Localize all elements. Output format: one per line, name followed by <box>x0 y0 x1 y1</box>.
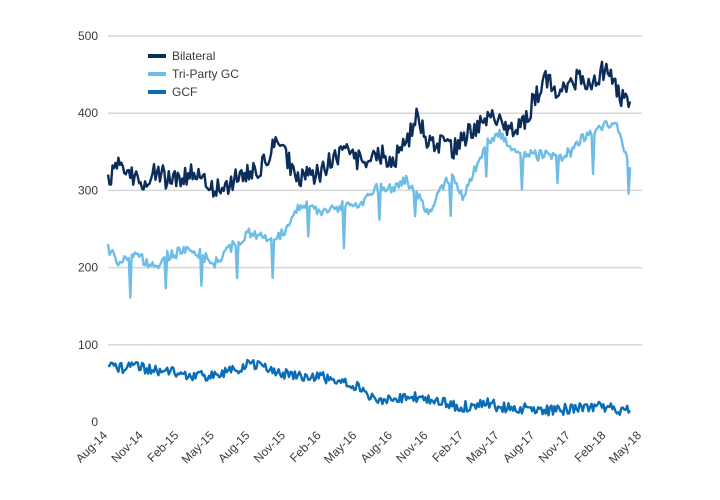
x-tick-label: Feb-16 <box>287 428 324 465</box>
legend-label: Tri-Party GC <box>172 67 239 81</box>
y-tick-label: 300 <box>78 183 98 197</box>
x-tick-label: Feb-18 <box>572 428 609 465</box>
series-line-bilateral <box>106 60 632 198</box>
x-tick-label: Aug-15 <box>215 428 252 465</box>
series-line-tri-party-gc <box>106 120 632 299</box>
y-tick-label: 100 <box>78 338 98 352</box>
y-axis-tick-labels: 0 100 200 300 400 500 <box>78 29 98 429</box>
y-tick-label: 400 <box>78 106 98 120</box>
x-tick-label: May-16 <box>321 428 359 466</box>
x-tick-label: Nov-16 <box>393 428 430 465</box>
x-tick-label: May-18 <box>606 428 644 466</box>
x-tick-label: Nov-14 <box>108 428 145 465</box>
x-axis-tick-labels: Aug-14Nov-14Feb-15May-15Aug-15Nov-15Feb-… <box>73 428 644 466</box>
legend-label: GCF <box>172 85 197 99</box>
x-tick-label: Feb-15 <box>145 428 182 465</box>
y-tick-label: 200 <box>78 261 98 275</box>
x-tick-label: Nov-17 <box>536 428 573 465</box>
legend-label: Bilateral <box>172 49 215 63</box>
series-lines <box>106 60 632 417</box>
x-tick-label: Aug-14 <box>73 428 110 465</box>
x-tick-label: Feb-17 <box>429 428 466 465</box>
x-tick-label: May-17 <box>464 428 502 466</box>
y-tick-label: 500 <box>78 29 98 43</box>
x-tick-label: Aug-17 <box>500 428 537 465</box>
x-tick-label: May-15 <box>179 428 217 466</box>
legend: Bilateral Tri-Party GC GCF <box>148 49 239 99</box>
x-tick-label: Aug-16 <box>358 428 395 465</box>
x-tick-label: Nov-15 <box>251 428 288 465</box>
series-line-gcf <box>107 358 632 417</box>
y-tick-label: 0 <box>91 415 98 429</box>
